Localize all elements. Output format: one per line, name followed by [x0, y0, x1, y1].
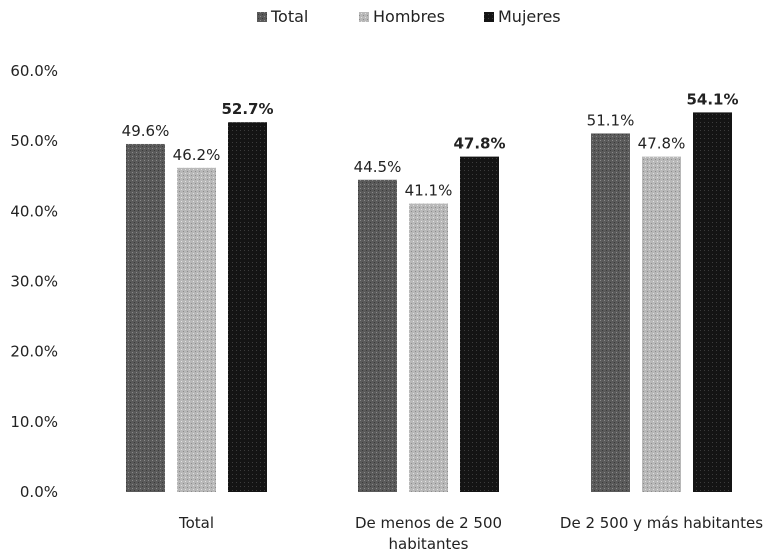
data-label: 46.2% — [173, 146, 221, 164]
bar-hombres — [642, 156, 681, 492]
y-tick-label: 50.0% — [10, 132, 58, 150]
bar-total — [358, 179, 397, 492]
bar-mujeres — [228, 122, 267, 492]
category-label: De 2 500 y más habitantes — [560, 514, 763, 532]
data-label: 41.1% — [405, 182, 453, 200]
data-label: 52.7% — [221, 100, 273, 118]
legend-label-mujeres: Mujeres — [498, 7, 561, 26]
y-tick-label: 0.0% — [20, 483, 58, 501]
y-tick-label: 20.0% — [10, 343, 58, 361]
bars — [126, 112, 732, 493]
y-axis: 0.0% 10.0% 20.0% 30.0% 40.0% 50.0% 60.0% — [10, 62, 58, 501]
bar-hombres — [177, 167, 216, 492]
y-tick-label: 30.0% — [10, 273, 58, 291]
bar-mujeres — [693, 112, 732, 493]
data-label: 49.6% — [122, 122, 170, 140]
category-label: habitantes — [389, 535, 469, 553]
data-label: 44.5% — [354, 158, 402, 176]
category-label: Total — [178, 514, 214, 532]
y-tick-label: 60.0% — [10, 62, 58, 80]
data-label: 51.1% — [587, 111, 635, 129]
y-tick-label: 40.0% — [10, 202, 58, 220]
legend-swatch-mujeres — [484, 12, 494, 22]
bar-mujeres — [460, 156, 499, 492]
bar-total — [591, 133, 630, 492]
y-tick-label: 10.0% — [10, 413, 58, 431]
bar-total — [126, 143, 165, 492]
legend-swatch-total — [257, 12, 267, 22]
data-label: 47.8% — [638, 135, 686, 153]
category-label: De menos de 2 500 — [355, 514, 502, 532]
legend-label-hombres: Hombres — [373, 7, 445, 26]
data-labels: 49.6%46.2%52.7%44.5%41.1%47.8%51.1%47.8%… — [122, 90, 739, 199]
legend-swatch-hombres — [359, 12, 369, 22]
bar-hombres — [409, 203, 448, 493]
x-axis: Total De menos de 2 500 habitantes De 2 500… — [178, 514, 763, 553]
data-label: 54.1% — [686, 90, 738, 108]
data-label: 47.8% — [453, 135, 505, 153]
legend-label-total: Total — [270, 7, 308, 26]
legend: Total Hombres Mujeres — [257, 7, 561, 26]
